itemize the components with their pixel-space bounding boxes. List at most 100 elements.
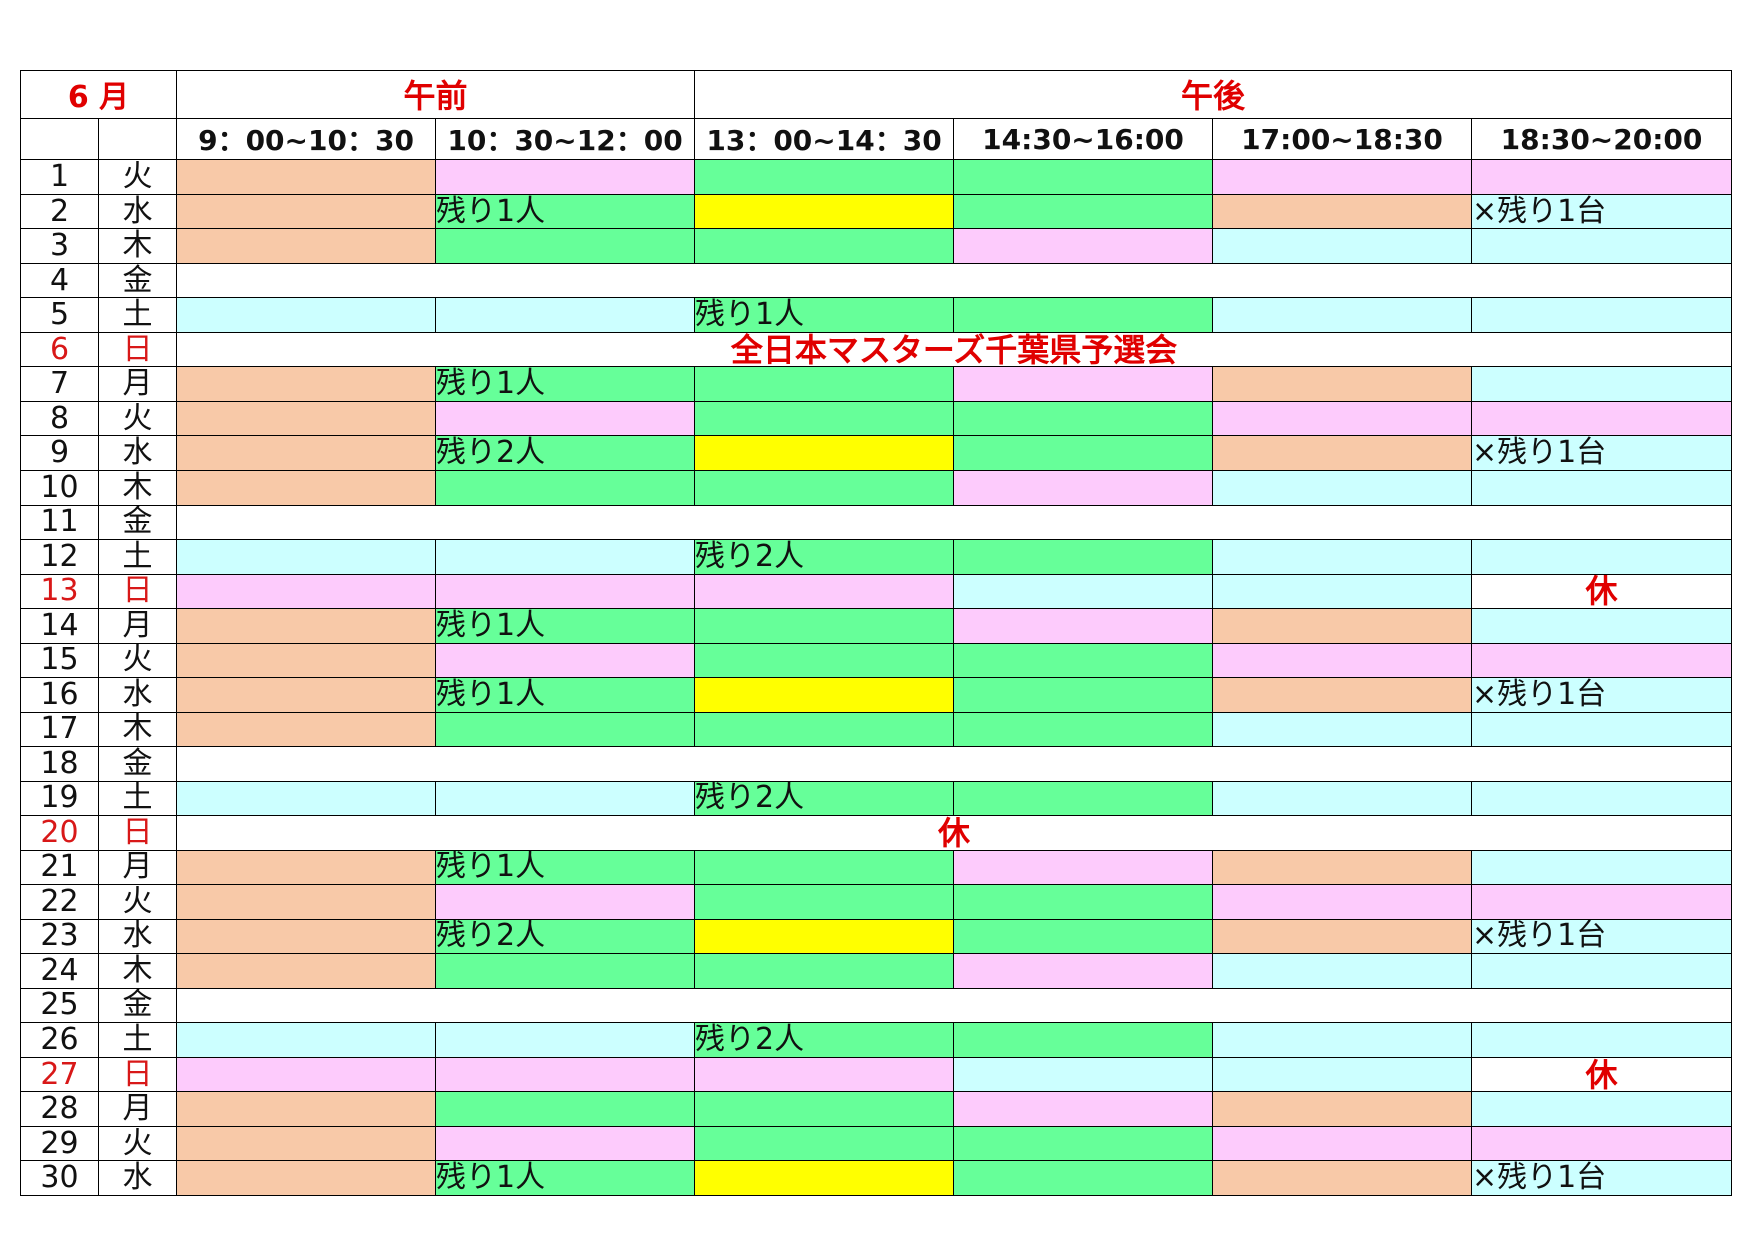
slot-cell bbox=[953, 228, 1214, 264]
slot-cell bbox=[176, 573, 437, 610]
slot-cell bbox=[435, 539, 696, 575]
day-of-week: 木 bbox=[97, 953, 178, 989]
day-of-week: 火 bbox=[97, 400, 178, 437]
day-of-week: 金 bbox=[97, 504, 178, 541]
slot-cell bbox=[176, 435, 437, 471]
availability-note: ×残り1台 bbox=[1471, 1160, 1733, 1196]
slot-cell bbox=[435, 159, 696, 195]
slot-cell bbox=[694, 849, 955, 886]
slot-cell bbox=[953, 400, 1214, 437]
day-of-week: 金 bbox=[97, 262, 178, 299]
day-number: 10 bbox=[20, 469, 99, 506]
slot-cell bbox=[1212, 159, 1473, 195]
day-number: 24 bbox=[20, 953, 99, 989]
slot-cell bbox=[953, 1091, 1214, 1127]
day-row: 13 日 休 bbox=[20, 573, 1733, 610]
day-of-week: 水 bbox=[97, 677, 178, 713]
slot-cell bbox=[1212, 1125, 1473, 1162]
slot-cell bbox=[694, 1056, 955, 1093]
slot-cell bbox=[176, 849, 437, 886]
day-number: 28 bbox=[20, 1091, 99, 1127]
slot-cell bbox=[694, 159, 955, 195]
day-row: 7 月 残り1人 bbox=[20, 366, 1733, 402]
day-number: 2 bbox=[20, 193, 99, 230]
slot-cell bbox=[953, 366, 1214, 402]
day-of-week: 日 bbox=[97, 331, 178, 368]
slot-cell bbox=[953, 884, 1214, 920]
day-number: 20 bbox=[20, 815, 99, 851]
day-number: 26 bbox=[20, 1022, 99, 1058]
empty-header-cell bbox=[97, 117, 178, 161]
slot-cell bbox=[1471, 884, 1733, 920]
day-of-week: 金 bbox=[97, 746, 178, 782]
day-of-week: 月 bbox=[97, 849, 178, 886]
slot-cell bbox=[694, 1125, 955, 1162]
day-number: 12 bbox=[20, 539, 99, 575]
slot-cell bbox=[1212, 780, 1473, 817]
day-row: 11 金 bbox=[20, 504, 1733, 541]
slot-cell bbox=[953, 435, 1214, 471]
holiday-mark: 休 bbox=[1471, 1056, 1733, 1093]
slot-header: 14:30~16:00 bbox=[953, 117, 1214, 161]
slot-cell bbox=[1212, 400, 1473, 437]
slot-cell bbox=[1212, 573, 1473, 610]
slot-cell bbox=[435, 1022, 696, 1058]
day-number: 19 bbox=[20, 780, 99, 817]
slot-cell bbox=[176, 366, 437, 402]
availability-note: 残り1人 bbox=[435, 608, 696, 644]
day-of-week: 火 bbox=[97, 642, 178, 679]
slot-cell bbox=[694, 642, 955, 679]
availability-note: 残り1人 bbox=[435, 193, 696, 230]
slot-cell bbox=[953, 780, 1214, 817]
day-row: 25 金 bbox=[20, 987, 1733, 1024]
day-number: 9 bbox=[20, 435, 99, 471]
slot-cell bbox=[953, 711, 1214, 748]
slot-cell bbox=[953, 918, 1214, 955]
day-row: 12 土 残り2人 bbox=[20, 539, 1733, 575]
slot-cell bbox=[1471, 159, 1733, 195]
day-of-week: 日 bbox=[97, 1056, 178, 1093]
header-row-periods: 6 月 午前 午後 bbox=[19, 70, 1733, 119]
slot-cell bbox=[1212, 608, 1473, 644]
slot-cell bbox=[1471, 297, 1733, 333]
am-label: 午前 bbox=[176, 70, 696, 119]
slot-cell bbox=[694, 400, 955, 437]
slot-cell bbox=[694, 677, 955, 713]
slot-cell bbox=[176, 1160, 437, 1196]
day-number: 11 bbox=[20, 504, 99, 541]
slot-cell bbox=[1471, 228, 1733, 264]
slot-cell bbox=[1212, 435, 1473, 471]
slot-cell bbox=[435, 573, 696, 610]
day-number: 1 bbox=[20, 159, 99, 195]
month-label: 6 月 bbox=[19, 70, 178, 119]
slot-cell bbox=[1212, 469, 1473, 506]
day-number: 29 bbox=[20, 1125, 99, 1162]
day-row: 23 水 残り2人 ×残り1台 bbox=[20, 918, 1733, 955]
slot-cell bbox=[1212, 849, 1473, 886]
slot-cell bbox=[176, 193, 437, 230]
holiday-mark: 休 bbox=[1471, 573, 1733, 610]
slot-cell bbox=[953, 677, 1214, 713]
day-number: 30 bbox=[20, 1160, 99, 1196]
day-row: 19 土 残り2人 bbox=[20, 780, 1733, 817]
day-of-week: 日 bbox=[97, 573, 178, 610]
slot-cell bbox=[694, 884, 955, 920]
slot-cell bbox=[1471, 1022, 1733, 1058]
slot-cell bbox=[1212, 918, 1473, 955]
day-row: 9 水 残り2人 ×残り1台 bbox=[20, 435, 1733, 471]
full-day-note: 全日本マスターズ千葉県予選会 bbox=[176, 331, 1733, 368]
slot-cell bbox=[176, 469, 437, 506]
slot-cell bbox=[1212, 642, 1473, 679]
day-number: 4 bbox=[20, 262, 99, 299]
day-of-week: 土 bbox=[97, 539, 178, 575]
day-of-week: 水 bbox=[97, 918, 178, 955]
empty-header-cell bbox=[20, 117, 99, 161]
slot-cell bbox=[694, 469, 955, 506]
slot-cell bbox=[694, 1091, 955, 1127]
slot-cell bbox=[953, 1160, 1214, 1196]
slot-cell bbox=[1212, 366, 1473, 402]
day-of-week: 月 bbox=[97, 366, 178, 402]
closed-day-cell bbox=[176, 987, 1733, 1024]
slot-cell bbox=[435, 711, 696, 748]
